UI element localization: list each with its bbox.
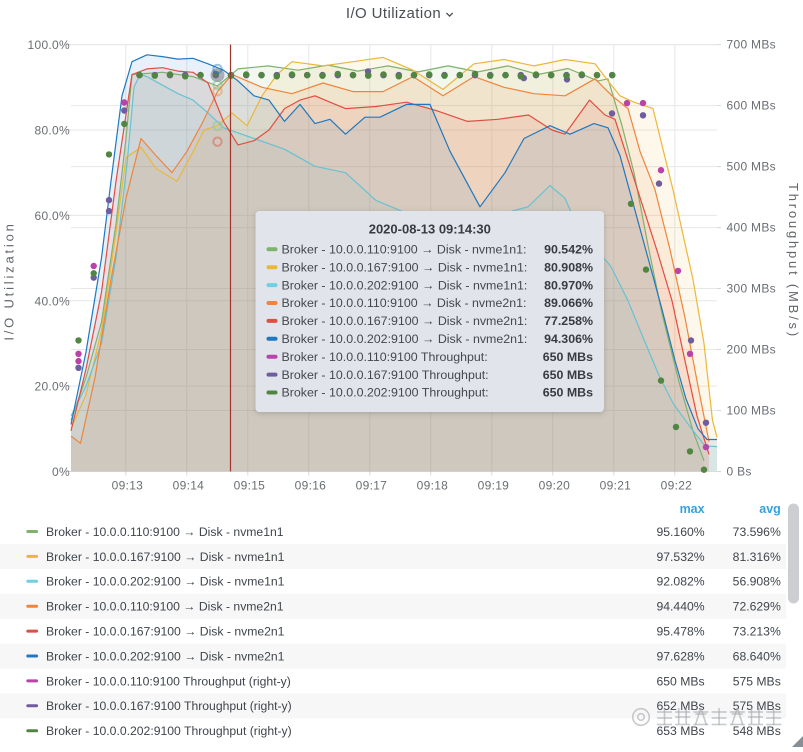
svg-text:Broker - 10.0.0.167:9100 Throu: Broker - 10.0.0.167:9100 Throughput:	[282, 368, 489, 382]
svg-text:09:14: 09:14	[173, 479, 205, 493]
svg-text:I/O Utilization: I/O Utilization	[2, 221, 17, 340]
svg-text:200 MBs: 200 MBs	[727, 342, 776, 356]
svg-text:avg: avg	[759, 502, 781, 516]
svg-text:500 MBs: 500 MBs	[727, 159, 776, 173]
svg-text:Broker - 10.0.0.202:9100 Throu: Broker - 10.0.0.202:9100 Throughput:	[282, 386, 489, 400]
svg-text:77.258%: 77.258%	[544, 314, 593, 328]
svg-text:600 MBs: 600 MBs	[727, 98, 776, 112]
svg-text:Throughput (MB/s): Throughput (MB/s)	[786, 183, 801, 339]
svg-text:Broker - 10.0.0.202:9100 → Dis: Broker - 10.0.0.202:9100 → Disk - nvme2n…	[46, 649, 285, 663]
svg-text:575 MBs: 575 MBs	[733, 699, 781, 713]
svg-text:Broker - 10.0.0.167:9100 → Dis: Broker - 10.0.0.167:9100 → Disk - nvme2n…	[46, 625, 285, 639]
svg-text:Broker - 10.0.0.110:9100 → Dis: Broker - 10.0.0.110:9100 → Disk - nvme1n…	[282, 243, 527, 257]
svg-text:548 MBs: 548 MBs	[733, 724, 781, 738]
svg-text:100.0%: 100.0%	[28, 38, 71, 52]
svg-text:575 MBs: 575 MBs	[733, 674, 781, 688]
svg-text:72.629%: 72.629%	[733, 600, 781, 614]
svg-text:2020-08-13 09:14:30: 2020-08-13 09:14:30	[369, 222, 491, 237]
svg-text:I/O Utilization: I/O Utilization	[346, 5, 441, 22]
svg-text:56.908%: 56.908%	[733, 575, 781, 589]
svg-text:650 MBs: 650 MBs	[543, 386, 593, 400]
svg-text:650 MBs: 650 MBs	[656, 674, 704, 688]
svg-text:09:13: 09:13	[112, 479, 144, 493]
svg-text:95.160%: 95.160%	[656, 525, 704, 539]
svg-text:94.306%: 94.306%	[544, 332, 593, 346]
svg-text:Broker - 10.0.0.110:9100 → Dis: Broker - 10.0.0.110:9100 → Disk - nvme2n…	[46, 600, 284, 614]
svg-text:Broker - 10.0.0.167:9100 → Dis: Broker - 10.0.0.167:9100 → Disk - nvme1n…	[282, 260, 528, 274]
svg-text:650 MBs: 650 MBs	[543, 368, 593, 382]
svg-text:80.908%: 80.908%	[544, 260, 593, 274]
svg-text:90.542%: 90.542%	[544, 243, 593, 257]
svg-text:95.478%: 95.478%	[656, 625, 704, 639]
svg-text:Broker - 10.0.0.202:9100 → Dis: Broker - 10.0.0.202:9100 → Disk - nvme1n…	[46, 575, 285, 589]
svg-text:652 MBs: 652 MBs	[656, 699, 704, 713]
svg-text:Broker - 10.0.0.167:9100 Throu: Broker - 10.0.0.167:9100 Throughput (rig…	[46, 699, 292, 713]
svg-text:400 MBs: 400 MBs	[727, 220, 776, 234]
svg-text:20.0%: 20.0%	[34, 380, 70, 394]
svg-text:40.0%: 40.0%	[34, 294, 70, 308]
svg-text:Broker - 10.0.0.202:9100 Throu: Broker - 10.0.0.202:9100 Throughput (rig…	[46, 724, 292, 738]
svg-text:81.316%: 81.316%	[733, 550, 781, 564]
svg-text:653 MBs: 653 MBs	[656, 724, 704, 738]
svg-text:60.0%: 60.0%	[34, 209, 70, 223]
svg-text:97.628%: 97.628%	[656, 649, 704, 663]
svg-text:Broker - 10.0.0.202:9100 → Dis: Broker - 10.0.0.202:9100 → Disk - nvme2n…	[282, 332, 528, 346]
svg-text:80.0%: 80.0%	[34, 124, 70, 138]
svg-text:73.213%: 73.213%	[733, 625, 781, 639]
svg-text:09:19: 09:19	[478, 479, 510, 493]
svg-text:97.532%: 97.532%	[656, 550, 704, 564]
svg-text:300 MBs: 300 MBs	[727, 281, 776, 295]
svg-text:09:15: 09:15	[234, 479, 266, 493]
svg-text:09:22: 09:22	[661, 479, 693, 493]
svg-text:09:21: 09:21	[600, 479, 632, 493]
svg-text:650 MBs: 650 MBs	[543, 350, 593, 364]
svg-text:max: max	[680, 502, 705, 516]
svg-text:68.640%: 68.640%	[733, 649, 781, 663]
svg-text:09:17: 09:17	[356, 479, 388, 493]
svg-text:Broker - 10.0.0.110:9100 → Dis: Broker - 10.0.0.110:9100 → Disk - nvme1n…	[46, 525, 284, 539]
svg-text:89.066%: 89.066%	[544, 296, 593, 310]
svg-text:73.596%: 73.596%	[733, 525, 781, 539]
svg-text:Broker - 10.0.0.167:9100 → Dis: Broker - 10.0.0.167:9100 → Disk - nvme1n…	[46, 550, 285, 564]
svg-text:94.440%: 94.440%	[656, 600, 704, 614]
svg-text:0%: 0%	[52, 465, 70, 479]
svg-text:09:18: 09:18	[417, 479, 449, 493]
svg-text:09:20: 09:20	[539, 479, 571, 493]
svg-text:Broker - 10.0.0.110:9100 Throu: Broker - 10.0.0.110:9100 Throughput:	[282, 350, 488, 364]
svg-text:80.970%: 80.970%	[544, 278, 593, 292]
svg-text:Broker - 10.0.0.110:9100 → Dis: Broker - 10.0.0.110:9100 → Disk - nvme2n…	[282, 296, 527, 310]
svg-text:100 MBs: 100 MBs	[727, 403, 776, 417]
svg-text:09:16: 09:16	[295, 479, 327, 493]
svg-text:Broker - 10.0.0.110:9100 Throu: Broker - 10.0.0.110:9100 Throughput (rig…	[46, 674, 291, 688]
svg-text:Broker - 10.0.0.202:9100 → Dis: Broker - 10.0.0.202:9100 → Disk - nvme1n…	[282, 278, 528, 292]
svg-text:Broker - 10.0.0.167:9100 → Dis: Broker - 10.0.0.167:9100 → Disk - nvme2n…	[282, 314, 528, 328]
svg-text:700 MBs: 700 MBs	[727, 37, 776, 51]
svg-text:92.082%: 92.082%	[656, 575, 704, 589]
svg-text:0 Bs: 0 Bs	[727, 464, 752, 478]
